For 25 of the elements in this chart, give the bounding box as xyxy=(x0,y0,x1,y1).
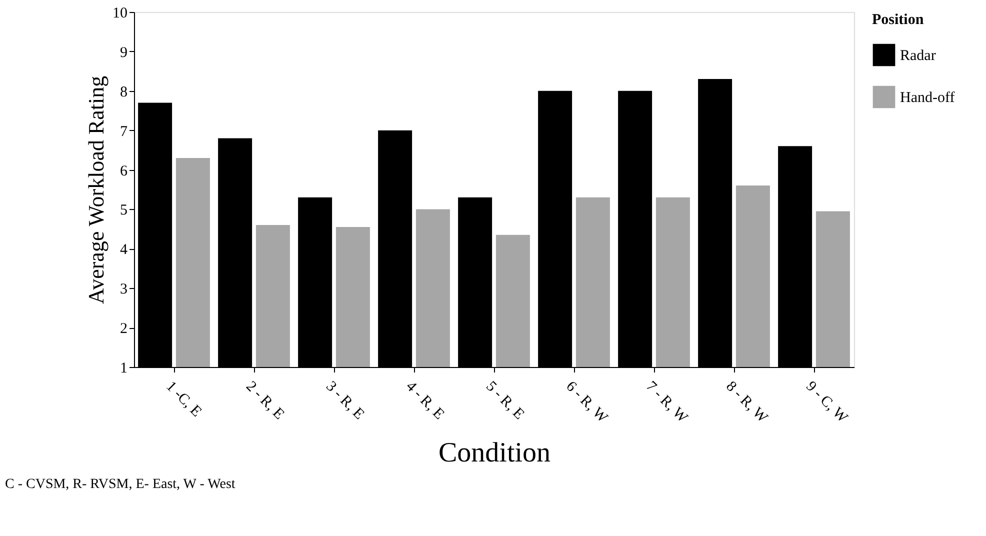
legend-title: Position xyxy=(872,12,924,28)
y-tick-label: 6 xyxy=(120,163,128,180)
x-tick-label: 4 - R, E xyxy=(402,378,447,423)
x-tick-label: 8 - R, W xyxy=(722,378,771,427)
legend-label: Hand-off xyxy=(900,90,955,106)
y-tick-label: 2 xyxy=(120,321,128,338)
y-tick-label: 4 xyxy=(120,242,128,258)
x-tick-label: 2 - R, E xyxy=(242,378,287,423)
y-axis-title: Average Workload Rating xyxy=(84,76,108,304)
x-tick-label: 5 - R, E xyxy=(482,378,527,423)
y-tick-label: 3 xyxy=(120,282,128,298)
x-tick-label: 1 -C, E xyxy=(162,378,204,420)
y-tick-label: 7 xyxy=(120,124,128,140)
x-tick-label: 3 - R, E xyxy=(322,378,367,423)
y-tick-label: 1 xyxy=(120,360,128,376)
text: C - CVSM, R- RVSM, E- East, W - West xyxy=(5,477,236,492)
y-tick-label: 9 xyxy=(120,44,128,61)
x-tick-label: 9 - C, W xyxy=(802,378,851,427)
x-tick-label: 7 - R, W xyxy=(642,378,691,427)
y-tick-label: 10 xyxy=(112,6,128,22)
y-tick-label: 8 xyxy=(120,84,128,100)
legend-label: Radar xyxy=(900,48,936,64)
x-axis-title: Condition xyxy=(438,438,551,469)
y-tick-label: 5 xyxy=(120,202,128,219)
x-tick-label: 6 - R, W xyxy=(562,378,611,427)
